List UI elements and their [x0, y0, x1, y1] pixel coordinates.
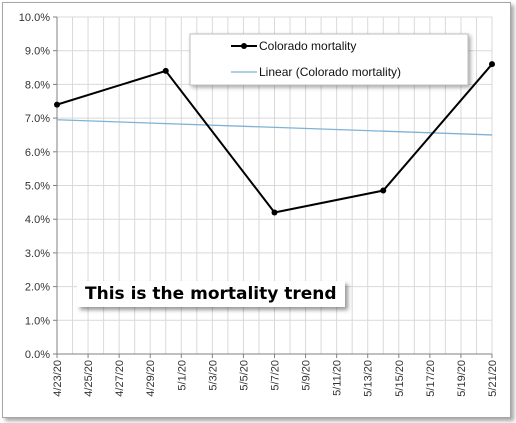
- data-point-colorado-mortality: [489, 61, 495, 68]
- x-tick-label: 5/5/20: [238, 360, 250, 391]
- series-layer: [54, 61, 495, 216]
- x-tick-label: 5/15/20: [394, 360, 406, 397]
- x-tick-label: 5/9/20: [301, 360, 313, 391]
- data-point-colorado-mortality: [162, 67, 169, 74]
- x-tick-label: 5/17/20: [425, 360, 437, 397]
- y-tick-label: 8.0%: [25, 79, 50, 91]
- y-tick-label: 1.0%: [25, 315, 50, 327]
- x-tick-label: 5/1/20: [176, 360, 188, 391]
- data-point-colorado-mortality: [271, 209, 278, 216]
- x-tick-label: 5/21/20: [487, 360, 499, 397]
- y-tick-label: 6.0%: [25, 147, 50, 159]
- x-tick-label: 4/27/20: [114, 360, 126, 397]
- x-axis-ticks: 4/23/20 4/25/20 4/27/20 4/29/20 5/1/20 5/3/20…: [52, 354, 499, 397]
- legend-marker-colorado-mortality: [241, 43, 247, 49]
- data-point-colorado-mortality: [54, 101, 60, 108]
- y-tick-label: 10.0%: [19, 12, 50, 24]
- x-tick-label: 5/3/20: [207, 360, 219, 391]
- data-point-colorado-mortality: [380, 187, 387, 194]
- y-tick-label: 0.0%: [25, 349, 50, 361]
- y-tick-label: 2.0%: [25, 282, 50, 294]
- x-tick-label: 5/13/20: [363, 360, 375, 397]
- legend-label-linear-trend: Linear (Colorado mortality): [259, 65, 401, 79]
- x-tick-label: 5/11/20: [332, 360, 344, 396]
- y-tick-label: 5.0%: [25, 181, 50, 193]
- legend: Colorado mortality Linear (Colorado mort…: [189, 33, 469, 86]
- y-axis-ticks: 0.0% 1.0% 2.0% 3.0% 4.0% 5.0% 6.0% 7.0% 8.0% 9.0%…: [19, 12, 57, 361]
- y-tick-label: 9.0%: [25, 46, 50, 58]
- x-tick-label: 4/25/20: [83, 360, 95, 397]
- y-tick-label: 4.0%: [25, 214, 50, 226]
- annotation-callout: This is the mortality trend: [77, 281, 345, 307]
- legend-label-colorado-mortality: Colorado mortality: [259, 39, 356, 53]
- series-line-linear-trend: [56, 119, 493, 136]
- x-tick-label: 4/23/20: [52, 360, 64, 397]
- y-tick-label: 3.0%: [25, 248, 50, 260]
- x-tick-label: 4/29/20: [145, 360, 157, 397]
- y-tick-label: 7.0%: [25, 113, 50, 125]
- x-tick-label: 5/19/20: [456, 360, 468, 397]
- x-tick-label: 5/7/20: [270, 360, 282, 391]
